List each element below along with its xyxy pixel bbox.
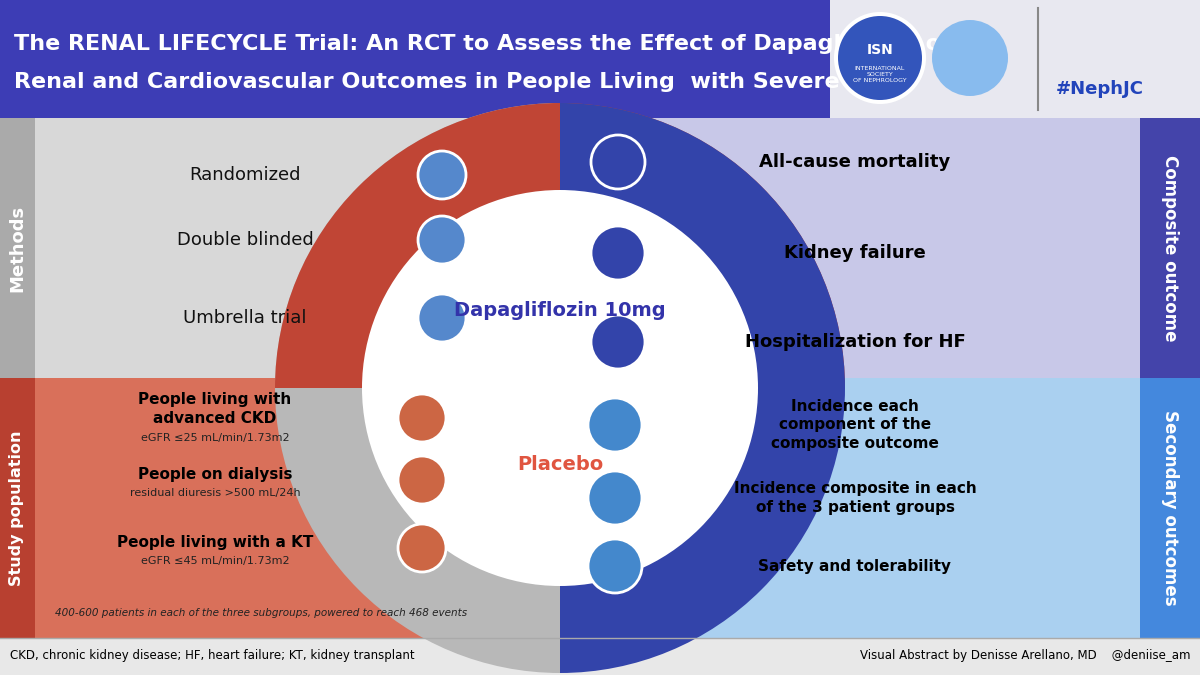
Bar: [830, 0, 1200, 118]
Circle shape: [398, 524, 446, 572]
Circle shape: [418, 294, 466, 342]
Text: Safety and tolerability: Safety and tolerability: [758, 558, 952, 574]
Text: The RENAL LIFECYCLE Trial: An RCT to Assess the Effect of Dapagliflozin on: The RENAL LIFECYCLE Trial: An RCT to Ass…: [14, 34, 956, 54]
Text: Incidence composite in each
of the 3 patient groups: Incidence composite in each of the 3 pat…: [733, 481, 977, 515]
Text: Secondary outcomes: Secondary outcomes: [1162, 410, 1178, 606]
Circle shape: [398, 456, 446, 504]
Text: Umbrella trial: Umbrella trial: [184, 309, 307, 327]
Circle shape: [932, 20, 1008, 96]
Text: 400-600 patients in each of the three subgroups, powered to reach 468 events: 400-600 patients in each of the three su…: [55, 608, 467, 618]
Text: Incidence each
component of the
composite outcome: Incidence each component of the composit…: [772, 399, 938, 451]
Circle shape: [834, 12, 926, 104]
Wedge shape: [560, 103, 845, 673]
Wedge shape: [275, 103, 560, 673]
Text: People on dialysis: People on dialysis: [138, 466, 293, 481]
Text: Kidney failure: Kidney failure: [784, 244, 926, 262]
Text: residual diuresis >500 mL/24h: residual diuresis >500 mL/24h: [130, 488, 300, 498]
Bar: [0, 378, 35, 638]
Text: All-cause mortality: All-cause mortality: [760, 153, 950, 171]
Bar: [0, 378, 560, 638]
Text: Composite outcome: Composite outcome: [1162, 155, 1178, 342]
Bar: [560, 118, 1140, 378]
Text: INTERNATIONAL
SOCIETY
OF NEPHROLOGY: INTERNATIONAL SOCIETY OF NEPHROLOGY: [853, 66, 907, 82]
Bar: [1140, 118, 1200, 378]
Bar: [0, 0, 830, 118]
Text: eGFR ≤45 mL/min/1.73m2: eGFR ≤45 mL/min/1.73m2: [140, 556, 289, 566]
Circle shape: [588, 398, 642, 452]
Text: #NephJC: #NephJC: [1056, 80, 1144, 98]
Text: People living with
advanced CKD: People living with advanced CKD: [138, 392, 292, 426]
Bar: [0, 118, 560, 378]
Bar: [0, 118, 35, 378]
Circle shape: [362, 190, 758, 586]
Circle shape: [398, 394, 446, 442]
Text: Double blinded: Double blinded: [176, 231, 313, 249]
Circle shape: [418, 151, 466, 199]
Wedge shape: [275, 103, 845, 388]
Bar: [1140, 378, 1200, 638]
Circle shape: [838, 16, 922, 100]
Text: ISN: ISN: [866, 43, 893, 57]
Circle shape: [592, 226, 646, 280]
Circle shape: [592, 135, 646, 189]
Text: Hospitalization for HF: Hospitalization for HF: [745, 333, 965, 351]
Text: Renal and Cardiovascular Outcomes in People Living  with Severe CKD: Renal and Cardiovascular Outcomes in Peo…: [14, 72, 899, 92]
Circle shape: [588, 539, 642, 593]
Text: Randomized: Randomized: [190, 166, 301, 184]
Text: Methods: Methods: [8, 205, 26, 292]
Circle shape: [592, 315, 646, 369]
Text: eGFR ≤25 mL/min/1.73m2: eGFR ≤25 mL/min/1.73m2: [140, 433, 289, 443]
Circle shape: [588, 471, 642, 525]
Circle shape: [418, 216, 466, 264]
Text: CKD, chronic kidney disease; HF, heart failure; KT, kidney transplant: CKD, chronic kidney disease; HF, heart f…: [10, 649, 415, 662]
Text: Dapagliflozin 10mg: Dapagliflozin 10mg: [454, 300, 666, 319]
Bar: [0, 638, 1200, 675]
Text: People living with a KT: People living with a KT: [116, 535, 313, 549]
Text: Study population: Study population: [10, 430, 24, 586]
Text: Visual Abstract by Denisse Arellano, MD    @deniise_am: Visual Abstract by Denisse Arellano, MD …: [859, 649, 1190, 662]
Text: Placebo: Placebo: [517, 456, 604, 475]
Bar: [560, 378, 1140, 638]
